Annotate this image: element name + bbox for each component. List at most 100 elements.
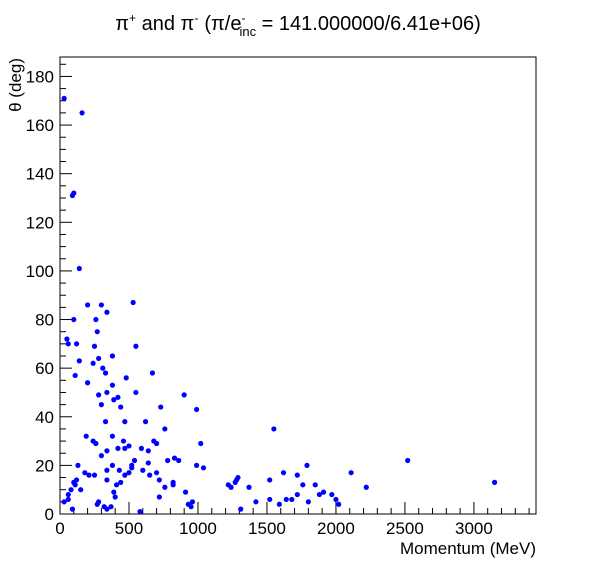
data-point	[190, 499, 195, 504]
data-point	[85, 380, 90, 385]
data-point	[165, 458, 170, 463]
axes: 0 500 1000 1500 2000 2500 30000204060801001201…	[26, 64, 529, 538]
y-tick-label: 40	[35, 408, 54, 427]
title-rest: = 141.000000/6.41e+06)	[256, 13, 481, 35]
y-tick-label: 100	[26, 262, 54, 281]
data-point	[154, 470, 159, 475]
data-point	[62, 96, 67, 101]
data-point	[95, 329, 100, 334]
data-point	[150, 370, 155, 375]
data-point	[113, 494, 118, 499]
data-point	[182, 392, 187, 397]
data-point	[289, 497, 294, 502]
data-point	[253, 499, 258, 504]
data-point	[246, 485, 251, 490]
data-point	[103, 370, 108, 375]
data-point	[133, 344, 138, 349]
x-tick-label: 2000	[317, 519, 355, 538]
data-point	[96, 392, 101, 397]
data-point	[91, 361, 96, 366]
data-point	[110, 353, 115, 358]
data-point	[162, 485, 167, 490]
data-point	[284, 497, 289, 502]
data-point	[86, 473, 91, 478]
data-point	[71, 191, 76, 196]
data-point	[74, 477, 79, 482]
data-point	[104, 390, 109, 395]
data-point	[238, 507, 243, 512]
data-point	[146, 460, 151, 465]
data-point	[93, 441, 98, 446]
data-point	[99, 402, 104, 407]
data-point	[122, 446, 127, 451]
title-plus-sup: +	[129, 11, 136, 25]
data-point	[162, 426, 167, 431]
data-point	[306, 499, 311, 504]
data-point	[147, 473, 152, 478]
data-point	[73, 482, 78, 487]
data-point	[183, 490, 188, 495]
data-point	[122, 419, 127, 424]
x-tick-label: 1500	[248, 519, 286, 538]
data-point	[68, 487, 73, 492]
data-point	[139, 446, 144, 451]
data-point	[132, 458, 137, 463]
data-point	[70, 507, 75, 512]
data-point	[295, 492, 300, 497]
title-pi-minus: π	[181, 13, 195, 35]
x-axis-label: Momentum (MeV)	[400, 539, 536, 558]
data-point	[64, 336, 69, 341]
data-point	[110, 463, 115, 468]
y-tick-label: 80	[35, 311, 54, 330]
y-tick-label: 120	[26, 213, 54, 232]
y-tick-label: 60	[35, 359, 54, 378]
data-point	[110, 383, 115, 388]
chart-title: π+ and π- (π/e-inc = 141.000000/6.41e+06)	[115, 11, 481, 39]
x-tick-label: 2500	[386, 519, 424, 538]
y-tick-label: 20	[35, 456, 54, 475]
data-point	[66, 341, 71, 346]
data-point	[75, 463, 80, 468]
data-point	[66, 492, 71, 497]
data-point	[118, 404, 123, 409]
data-point	[104, 310, 109, 315]
title-pi-plus: π	[115, 13, 129, 35]
data-point	[79, 110, 84, 115]
data-point	[124, 375, 129, 380]
x-tick-label: 0	[55, 519, 64, 538]
data-point	[126, 470, 131, 475]
data-point	[84, 434, 89, 439]
data-point	[188, 504, 193, 509]
title-e-sup: -	[241, 11, 245, 25]
data-point	[111, 490, 116, 495]
data-point	[99, 453, 104, 458]
data-point	[137, 509, 142, 514]
data-point	[104, 448, 109, 453]
data-point	[115, 446, 120, 451]
data-point	[492, 480, 497, 485]
data-point	[198, 441, 203, 446]
y-tick-label: 140	[26, 165, 54, 184]
data-point	[364, 485, 369, 490]
data-point	[85, 302, 90, 307]
data-point	[143, 419, 148, 424]
title-paren-open: (π/e	[204, 13, 241, 35]
data-point	[100, 366, 105, 371]
data-point	[146, 448, 151, 453]
data-point	[110, 434, 115, 439]
data-point	[235, 475, 240, 480]
data-point	[92, 473, 97, 478]
data-point	[267, 497, 272, 502]
data-point	[66, 497, 71, 502]
data-point	[228, 485, 233, 490]
data-point	[115, 395, 120, 400]
data-point	[103, 419, 108, 424]
y-tick-label: 180	[26, 67, 54, 86]
data-point	[313, 482, 318, 487]
x-tick-label: 3000	[455, 519, 493, 538]
data-point	[277, 502, 282, 507]
data-point	[140, 468, 145, 473]
data-point	[158, 404, 163, 409]
data-point	[104, 468, 109, 473]
data-point	[176, 458, 181, 463]
